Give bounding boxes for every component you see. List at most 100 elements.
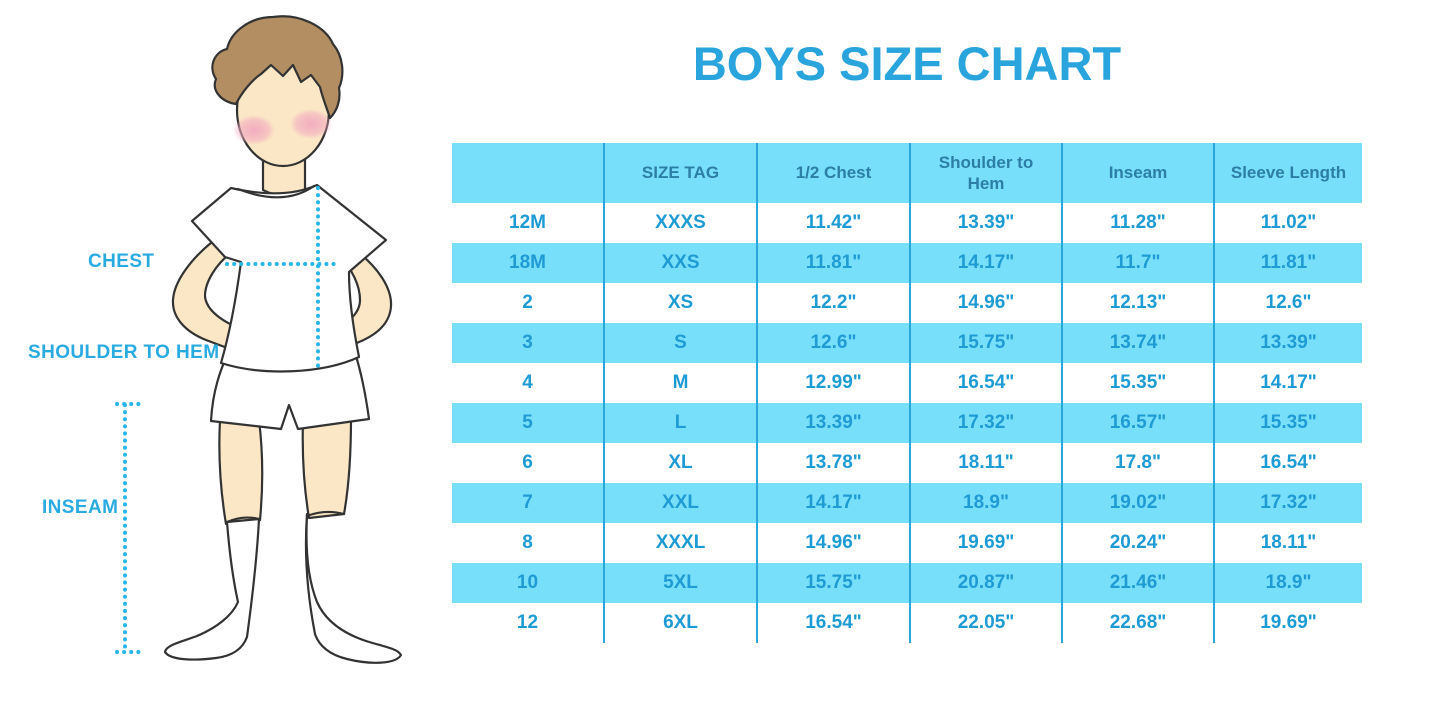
cell-inseam: 21.46" — [1062, 563, 1215, 603]
boy-hair — [211, 15, 344, 120]
cell-half-chest: 12.2" — [757, 283, 911, 323]
boy-left-sock — [163, 517, 261, 661]
cell-half-chest: 12.99" — [757, 363, 911, 403]
cell-sleeve-length: 11.02" — [1214, 203, 1362, 243]
cell-shoulder-to-hem: 22.05" — [910, 603, 1063, 643]
cell-size: 12 — [452, 603, 605, 643]
cell-shoulder-to-hem: 14.17" — [910, 243, 1063, 283]
table-row: 3 S 12.6" 15.75" 13.74" 13.39" — [452, 323, 1362, 363]
cell-size: 7 — [452, 483, 605, 523]
cell-size-tag: XXXL — [604, 523, 758, 563]
table-row: 6 XL 13.78" 18.11" 17.8" 16.54" — [452, 443, 1362, 483]
cell-sleeve-length: 13.39" — [1214, 323, 1362, 363]
cell-sleeve-length: 18.11" — [1214, 523, 1362, 563]
cell-sleeve-length: 14.17" — [1214, 363, 1362, 403]
table-row: 7 XXL 14.17" 18.9" 19.02" 17.32" — [452, 483, 1362, 523]
header-half-chest: 1/2 Chest — [757, 143, 911, 203]
table-row: 2 XS 12.2" 14.96" 12.13" 12.6" — [452, 283, 1362, 323]
cell-size-tag: XS — [604, 283, 758, 323]
table-header-row: SIZE TAG 1/2 Chest Shoulder to Hem Insea… — [452, 143, 1362, 203]
cell-half-chest: 14.17" — [757, 483, 911, 523]
cell-half-chest: 15.75" — [757, 563, 911, 603]
cell-size-tag: XL — [604, 443, 758, 483]
cell-half-chest: 13.78" — [757, 443, 911, 483]
cell-size-tag: L — [604, 403, 758, 443]
cell-size: 4 — [452, 363, 605, 403]
shoulder-to-hem-label: SHOULDER TO HEM — [28, 342, 220, 363]
cell-half-chest: 14.96" — [757, 523, 911, 563]
cell-size: 8 — [452, 523, 605, 563]
cell-sleeve-length: 18.9" — [1214, 563, 1362, 603]
table-row: 12M XXXS 11.42" 13.39" 11.28" 11.02" — [452, 203, 1362, 243]
chest-label: CHEST — [88, 251, 155, 272]
cell-half-chest: 16.54" — [757, 603, 911, 643]
cell-size-tag: 5XL — [604, 563, 758, 603]
table-row: 4 M 12.99" 16.54" 15.35" 14.17" — [452, 363, 1362, 403]
header-size-blank — [452, 143, 605, 203]
cell-size: 18M — [452, 243, 605, 283]
cell-inseam: 16.57" — [1062, 403, 1215, 443]
boy-figure-drawing — [115, 15, 403, 664]
boy-measurement-illustration: CHEST SHOULDER TO HEM INSEAM — [0, 0, 450, 723]
cell-sleeve-length: 11.81" — [1214, 243, 1362, 283]
table-row: 5 L 13.39" 17.32" 16.57" 15.35" — [452, 403, 1362, 443]
cell-shoulder-to-hem: 20.87" — [910, 563, 1063, 603]
cell-sleeve-length: 12.6" — [1214, 283, 1362, 323]
table-row: 18M XXS 11.81" 14.17" 11.7" 11.81" — [452, 243, 1362, 283]
cell-shoulder-to-hem: 16.54" — [910, 363, 1063, 403]
cell-half-chest: 11.81" — [757, 243, 911, 283]
cell-sleeve-length: 19.69" — [1214, 603, 1362, 643]
cell-sleeve-length: 17.32" — [1214, 483, 1362, 523]
cell-inseam: 17.8" — [1062, 443, 1215, 483]
cell-shoulder-to-hem: 19.69" — [910, 523, 1063, 563]
cell-shoulder-to-hem: 18.9" — [910, 483, 1063, 523]
cell-size: 2 — [452, 283, 605, 323]
cell-inseam: 15.35" — [1062, 363, 1215, 403]
cell-sleeve-length: 16.54" — [1214, 443, 1362, 483]
cell-inseam: 11.7" — [1062, 243, 1215, 283]
cell-half-chest: 13.39" — [757, 403, 911, 443]
cell-size: 12M — [452, 203, 605, 243]
boy-right-sock-top — [305, 510, 346, 518]
cell-size-tag: S — [604, 323, 758, 363]
boy-shirt — [190, 183, 388, 373]
cell-size-tag: XXL — [604, 483, 758, 523]
header-inseam: Inseam — [1062, 143, 1215, 203]
boy-right-cheek — [290, 109, 332, 139]
cell-shoulder-to-hem: 18.11" — [910, 443, 1063, 483]
cell-size: 10 — [452, 563, 605, 603]
cell-size-tag: XXXS — [604, 203, 758, 243]
cell-sleeve-length: 15.35" — [1214, 403, 1362, 443]
cell-size-tag: XXS — [604, 243, 758, 283]
cell-shoulder-to-hem: 13.39" — [910, 203, 1063, 243]
inseam-label: INSEAM — [42, 497, 119, 518]
header-sleeve-length: Sleeve Length — [1214, 143, 1362, 203]
size-chart-table: SIZE TAG 1/2 Chest Shoulder to Hem Insea… — [452, 143, 1362, 643]
cell-size-tag: M — [604, 363, 758, 403]
cell-inseam: 13.74" — [1062, 323, 1215, 363]
cell-size: 5 — [452, 403, 605, 443]
cell-shoulder-to-hem: 17.32" — [910, 403, 1063, 443]
boy-right-leg — [301, 416, 353, 520]
cell-inseam: 19.02" — [1062, 483, 1215, 523]
boy-right-sock — [304, 512, 403, 664]
boy-shirt-collar — [236, 184, 316, 199]
cell-size: 6 — [452, 443, 605, 483]
cell-inseam: 12.13" — [1062, 283, 1215, 323]
cell-half-chest: 12.6" — [757, 323, 911, 363]
boy-left-cheek — [233, 115, 275, 145]
cell-inseam: 22.68" — [1062, 603, 1215, 643]
cell-size: 3 — [452, 323, 605, 363]
cell-shoulder-to-hem: 14.96" — [910, 283, 1063, 323]
boy-left-sock-top — [225, 516, 261, 524]
table-row: 8 XXXL 14.96" 19.69" 20.24" 18.11" — [452, 523, 1362, 563]
page-title: BOYS SIZE CHART — [692, 37, 1122, 90]
cell-inseam: 11.28" — [1062, 203, 1215, 243]
cell-inseam: 20.24" — [1062, 523, 1215, 563]
cell-half-chest: 11.42" — [757, 203, 911, 243]
header-shoulder-to-hem: Shoulder to Hem — [910, 143, 1063, 203]
header-size-tag: SIZE TAG — [604, 143, 758, 203]
cell-shoulder-to-hem: 15.75" — [910, 323, 1063, 363]
table-row: 10 5XL 15.75" 20.87" 21.46" 18.9" — [452, 563, 1362, 603]
